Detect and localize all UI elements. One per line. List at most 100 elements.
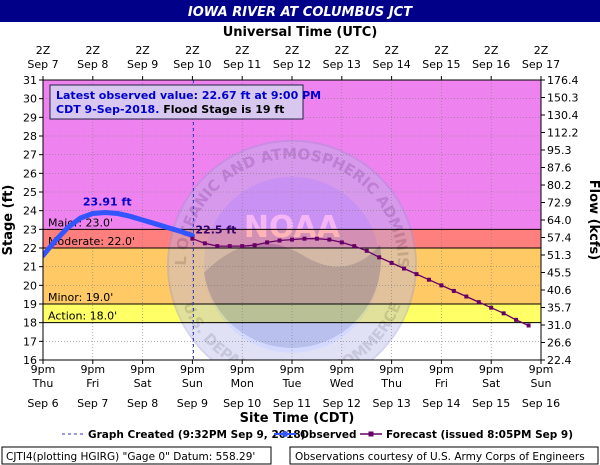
forecast-point — [426, 277, 431, 282]
forecast-point — [389, 260, 394, 265]
category-label-1: Moderate: 22.0' — [48, 235, 135, 248]
left-axis: 16 17 18 19 20 21 22 23 24 25 26 27 28 29 30 31 — [23, 74, 43, 367]
legend: Graph Created (9:32PM Sep 9, 2018) Obser… — [62, 429, 573, 441]
forecast-point — [327, 237, 332, 242]
bottom-tick-date: Sep 16 — [522, 397, 560, 410]
noaa-seal-wave — [204, 243, 382, 348]
bottom-tick-time: 9pm — [180, 363, 205, 376]
top-tick-date: Sep 11 — [223, 58, 261, 71]
right-tick-label: 40.6 — [547, 284, 572, 297]
right-tick-label: 51.3 — [547, 249, 572, 262]
right-tick-label: 26.6 — [547, 337, 572, 350]
footer-right: Observations courtesy of U.S. Army Corps… — [295, 451, 585, 463]
left-tick-label: 20 — [23, 279, 37, 292]
forecast-point — [215, 244, 220, 249]
bottom-tick-day: Mon — [231, 377, 254, 390]
right-tick-label: 22.4 — [547, 354, 572, 367]
right-tick-label: 64.0 — [547, 214, 572, 227]
forecast-line — [192, 238, 529, 327]
top-tick-time: 2Z — [335, 44, 350, 57]
bottom-tick-day: Wed — [330, 377, 354, 390]
forecast-point — [439, 283, 444, 288]
right-tick-label: 72.9 — [547, 197, 572, 210]
forecast-point — [290, 237, 294, 242]
right-tick-label: 176.4 — [547, 74, 579, 87]
right-tick-label: 112.2 — [547, 127, 579, 140]
top-tick-date: Sep 10 — [173, 58, 211, 71]
top-tick-time: 2Z — [434, 44, 449, 57]
legend-created-label: Graph Created (9:32PM Sep 9, 2018) — [88, 429, 305, 441]
left-tick-label: 30 — [23, 93, 37, 106]
peak-annotation: 23.91 ft — [83, 195, 132, 208]
bottom-tick-date: Sep 14 — [422, 397, 460, 410]
title-bar — [0, 0, 600, 22]
bottom-tick-time: 9pm — [31, 363, 56, 376]
bottom-tick-day: Sun — [182, 377, 203, 390]
right-tick-label: 80.2 — [547, 179, 572, 192]
left-tick-label: 26 — [23, 167, 37, 180]
forecast-point — [451, 288, 456, 293]
bottom-tick-date: Sep 11 — [273, 397, 311, 410]
bottom-tick-time: 9pm — [479, 363, 504, 376]
footer-left: CJTI4(plotting HGIRG) "Gage 0" Datum: 55… — [6, 451, 255, 463]
forecast-point — [202, 241, 207, 246]
bottom-tick-time: 9pm — [230, 363, 255, 376]
top-tick-date: Sep 17 — [522, 58, 560, 71]
noaa-seal-disc — [204, 176, 380, 353]
left-tick-label: 18 — [23, 317, 37, 330]
forecast-point — [190, 236, 195, 241]
forecast-point — [364, 248, 369, 253]
left-tick-label: 25 — [23, 186, 37, 199]
top-tick-time: 2Z — [135, 44, 150, 57]
footer-left-box — [1, 446, 272, 465]
footer-right-box — [289, 446, 599, 465]
left-tick-label: 17 — [23, 335, 37, 348]
left-tick-label: 28 — [23, 130, 37, 143]
right-tick-label: 95.3 — [547, 144, 572, 157]
forecast-point — [227, 244, 232, 249]
legend-observed-label: Observed — [300, 429, 356, 441]
bottom-tick-day: Sun — [531, 377, 552, 390]
legend-forecast-label: Forecast (issued 8:05PM Sep 9) — [386, 429, 573, 441]
bottom-tick-day: Tue — [282, 377, 302, 390]
left-tick-label: 29 — [23, 111, 37, 124]
info-line-2-date: CDT 9-Sep-2018. — [56, 103, 159, 116]
category-label-2: Minor: 19.0' — [48, 291, 113, 304]
bottom-tick-time: 9pm — [379, 363, 404, 376]
chart-title: IOWA RIVER AT COLUMBUS JCT — [188, 5, 413, 20]
top-axis-title: Universal Time (UTC) — [223, 25, 378, 40]
bottom-tick-day: Fri — [435, 377, 448, 390]
legend-observed-marker — [282, 431, 288, 437]
top-tick-date: Sep 7 — [27, 58, 58, 71]
bottom-tick-date: Sep 15 — [472, 397, 510, 410]
right-axis: 22.4 26.6 31.0 35.7 40.6 45.5 51.3 57.4 64.0 72.9… — [541, 74, 579, 367]
category-label-0: Major: 23.0' — [48, 216, 113, 229]
forecast-point — [414, 272, 419, 277]
right-tick-label: 45.5 — [547, 267, 572, 280]
right-tick-label: 130.4 — [547, 109, 579, 122]
bottom-tick-day: Thu — [32, 377, 54, 390]
top-tick-date: Sep 9 — [127, 58, 158, 71]
forecast-point — [314, 236, 319, 241]
flood-category-labels: Major: 23.0' Moderate: 22.0' Minor: 19.0' A… — [48, 216, 135, 322]
top-tick-time: 2Z — [384, 44, 399, 57]
bottom-tick-date: Sep 10 — [223, 397, 261, 410]
bottom-tick-time: 9pm — [80, 363, 105, 376]
bottom-tick-time: 9pm — [329, 363, 354, 376]
forecast-point — [476, 300, 481, 305]
top-tick-time: 2Z — [285, 44, 300, 57]
top-tick-time: 2Z — [36, 44, 51, 57]
bottom-tick-time: 9pm — [529, 363, 554, 376]
bottom-tick-day: Sat — [482, 377, 501, 390]
forecast-point — [514, 317, 519, 322]
forecast-point — [501, 311, 506, 316]
left-tick-label: 27 — [23, 149, 37, 162]
forecast-point — [302, 236, 307, 241]
top-tick-date: Sep 16 — [472, 58, 510, 71]
right-tick-label: 31.0 — [547, 319, 572, 332]
right-tick-label: 57.4 — [547, 232, 572, 245]
forecast-point — [489, 305, 494, 310]
